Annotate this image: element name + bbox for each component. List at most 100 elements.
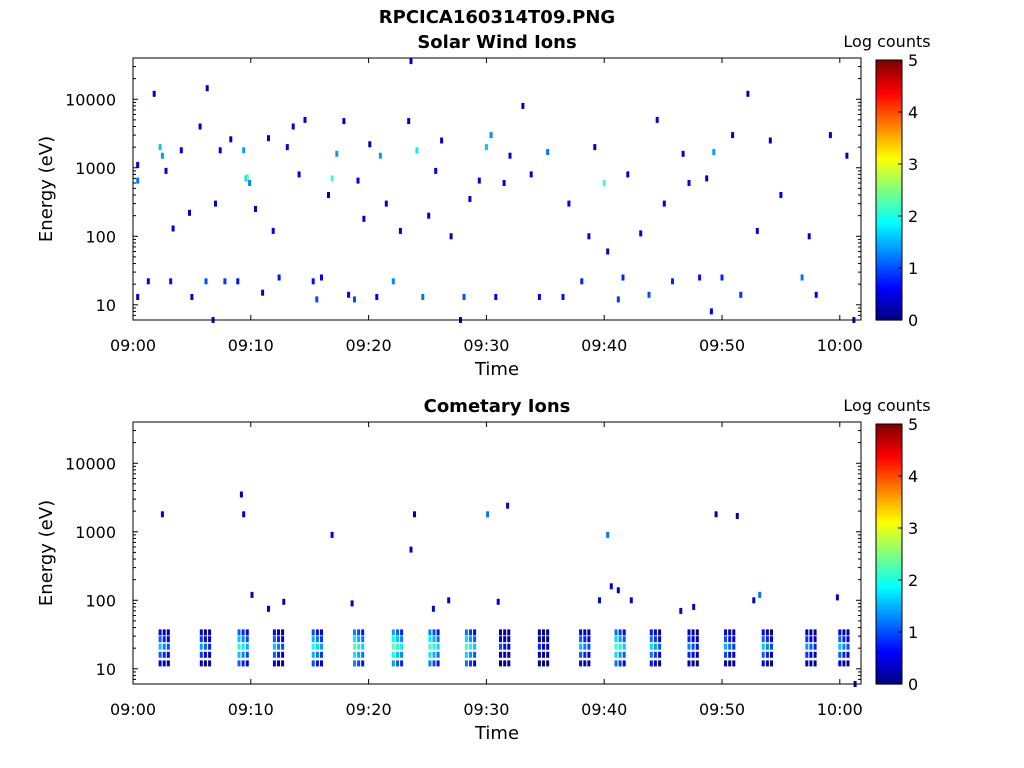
heatmap-cell xyxy=(315,636,319,643)
heatmap-cell xyxy=(496,598,500,605)
colorbar-segment xyxy=(876,174,902,178)
x-tick-label: 09:40 xyxy=(581,336,627,355)
heatmap-cell xyxy=(218,147,222,154)
colorbar-segment xyxy=(876,122,902,126)
heatmap-cell xyxy=(160,152,164,159)
heatmap-cell xyxy=(662,200,666,207)
heatmap-cell xyxy=(152,90,156,97)
heatmap-cell xyxy=(724,636,727,643)
colorbar-segment xyxy=(876,619,902,623)
colorbar-segment xyxy=(876,281,902,285)
heatmap-cell xyxy=(606,248,610,255)
heatmap-cell xyxy=(353,660,356,667)
heatmap-cell xyxy=(712,149,716,155)
heatmap-cell xyxy=(208,636,212,643)
heatmap-cell xyxy=(350,600,354,607)
colorbar-segment xyxy=(876,291,902,295)
cometary-axes-box xyxy=(132,421,862,685)
heatmap-cell xyxy=(846,651,850,658)
heatmap-cell xyxy=(368,141,372,148)
colorbar-segment xyxy=(876,496,902,500)
colorbar-segment xyxy=(876,658,902,662)
heatmap-cell xyxy=(245,174,249,181)
colorbar-segment xyxy=(876,304,902,308)
colorbar-segment xyxy=(876,533,902,537)
heatmap-cell xyxy=(473,660,477,667)
heatmap-cell xyxy=(245,643,249,650)
heatmap-cell xyxy=(698,274,702,281)
heatmap-cell xyxy=(204,278,208,285)
heatmap-cell xyxy=(413,511,416,518)
heatmap-cell xyxy=(162,651,166,658)
colorbar-segment xyxy=(876,613,902,617)
heatmap-cell xyxy=(431,605,435,612)
heatmap-cell xyxy=(237,660,241,667)
heatmap-cell xyxy=(647,291,651,298)
cometary-colorbar-label: Log counts xyxy=(843,396,930,415)
heatmap-cell xyxy=(428,629,432,636)
colorbar-segment xyxy=(876,169,902,173)
colorbar-segment xyxy=(876,236,902,240)
heatmap-cell xyxy=(203,651,207,658)
heatmap-cell xyxy=(732,643,736,650)
colorbar-segment xyxy=(876,135,902,139)
heatmap-cell xyxy=(546,629,550,636)
colorbar-segment xyxy=(876,161,902,165)
colorbar-segment xyxy=(876,140,902,144)
heatmap-cell xyxy=(583,636,587,643)
heatmap-cell xyxy=(361,629,365,636)
x-tick-label: 09:10 xyxy=(228,336,274,355)
heatmap-cell xyxy=(199,651,203,658)
heatmap-cell xyxy=(146,278,150,285)
heatmap-cell xyxy=(687,643,691,650)
heatmap-cell xyxy=(162,636,166,643)
heatmap-cell xyxy=(695,643,699,650)
heatmap-cell xyxy=(728,636,732,643)
heatmap-cell xyxy=(838,651,842,658)
heatmap-cell xyxy=(415,147,419,154)
heatmap-cell xyxy=(362,215,366,222)
heatmap-cell xyxy=(598,597,601,604)
colorbar-segment xyxy=(876,598,902,602)
heatmap-cell xyxy=(353,651,356,658)
colorbar-segment xyxy=(876,561,902,565)
colorbar-segment xyxy=(876,195,902,199)
heatmap-cell xyxy=(507,651,511,658)
colorbar-segment xyxy=(876,426,902,430)
heatmap-cell xyxy=(396,643,399,650)
heatmap-cell xyxy=(237,643,241,650)
heatmap-cell xyxy=(567,200,571,207)
colorbar-segment xyxy=(876,437,902,441)
x-tick-label: 09:00 xyxy=(110,700,156,719)
heatmap-cell xyxy=(618,643,622,650)
colorbar-tick-label: 3 xyxy=(908,519,918,538)
heatmap-cell xyxy=(214,200,217,207)
y-tick-label: 100 xyxy=(85,227,116,246)
heatmap-cell xyxy=(508,152,512,159)
colorbar-segment xyxy=(876,226,902,230)
colorbar-segment xyxy=(876,660,902,664)
heatmap-cell xyxy=(315,629,319,636)
colorbar-segment xyxy=(876,278,902,282)
colorbar-segment xyxy=(876,460,902,464)
colorbar-segment xyxy=(876,587,902,591)
heatmap-cell xyxy=(400,629,404,636)
heatmap-cell xyxy=(709,308,713,315)
heatmap-cell xyxy=(162,629,166,636)
colorbar-tick-label: 4 xyxy=(908,103,918,122)
heatmap-cell xyxy=(507,643,511,650)
heatmap-cell xyxy=(546,636,550,643)
heatmap-cell xyxy=(267,605,270,612)
heatmap-cell xyxy=(770,651,773,658)
colorbar-segment xyxy=(876,525,902,529)
colorbar-segment xyxy=(876,465,902,469)
heatmap-cell xyxy=(272,651,276,658)
heatmap-cell xyxy=(714,511,718,518)
heatmap-cell xyxy=(687,651,691,658)
heatmap-cell xyxy=(537,636,541,643)
heatmap-cell xyxy=(237,636,241,643)
colorbar-segment xyxy=(876,190,902,194)
heatmap-cell xyxy=(396,629,399,636)
heatmap-cell xyxy=(242,147,246,154)
heatmap-cell xyxy=(409,58,413,65)
